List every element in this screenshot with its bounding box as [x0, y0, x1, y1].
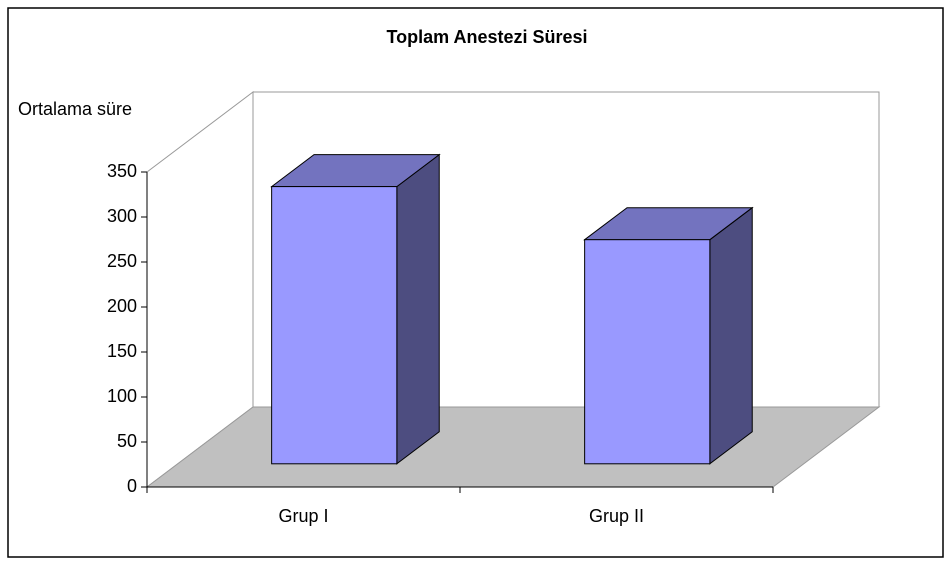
y-tick-label: 200 — [107, 296, 137, 316]
y-tick-label: 100 — [107, 386, 137, 406]
bar-side — [396, 153, 440, 465]
y-axis-title: Ortalama süre — [18, 99, 132, 119]
y-tick-label: 300 — [107, 206, 137, 226]
bar-side — [709, 206, 753, 465]
x-tick-label: Grup I — [278, 506, 328, 526]
x-tick-label: Grup II — [589, 506, 644, 526]
bar — [271, 186, 398, 465]
chart-title: Toplam Anestezi Süresi — [386, 27, 587, 47]
floor — [145, 406, 881, 488]
bar — [584, 239, 711, 465]
y-tick-label: 150 — [107, 341, 137, 361]
y-tick-label: 50 — [117, 431, 137, 451]
y-tick-label: 350 — [107, 161, 137, 181]
y-tick-label: 250 — [107, 251, 137, 271]
y-tick-label: 0 — [127, 476, 137, 496]
